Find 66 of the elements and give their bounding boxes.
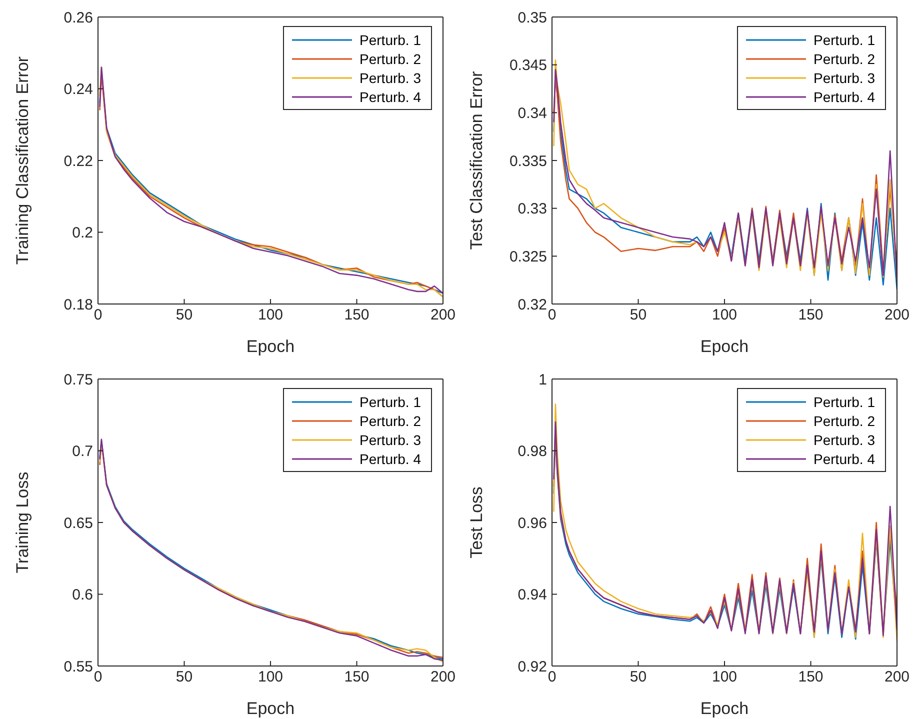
- legend-label: Perturb. 1: [360, 394, 421, 410]
- legend-label: Perturb. 4: [360, 450, 421, 466]
- legend-label: Perturb. 4: [814, 88, 875, 104]
- x-tick-label: 100: [712, 668, 738, 686]
- x-tick-label: 200: [884, 668, 910, 686]
- legend-label: Perturb. 3: [360, 70, 421, 86]
- y-tick-label: 0.345: [509, 57, 547, 74]
- legend-label: Perturb. 4: [814, 450, 875, 466]
- y-tick-label: 0.22: [64, 152, 93, 170]
- y-tick-label: 0.32: [518, 296, 547, 314]
- y-axis-title: Training Loss: [13, 472, 32, 574]
- x-tick-label: 150: [344, 306, 370, 324]
- y-tick-label: 0.75: [64, 371, 93, 388]
- y-tick-label: 0.35: [518, 9, 547, 26]
- x-tick-label: 100: [258, 306, 284, 324]
- legend-label: Perturb. 4: [360, 88, 421, 104]
- x-axis-title: Epoch: [246, 337, 295, 356]
- y-tick-label: 0.33: [518, 200, 547, 218]
- y-tick-label: 0.65: [64, 514, 93, 532]
- y-tick-label: 0.26: [64, 9, 93, 26]
- x-tick-label: 200: [430, 668, 456, 686]
- x-tick-label: 50: [176, 668, 193, 686]
- y-tick-label: 1: [538, 371, 547, 388]
- legend-label: Perturb. 1: [814, 32, 875, 48]
- x-tick-label: 200: [430, 306, 456, 324]
- x-tick-label: 150: [798, 668, 824, 686]
- y-tick-label: 0.96: [518, 514, 547, 532]
- y-tick-label: 0.325: [509, 248, 547, 266]
- y-tick-label: 0.6: [72, 586, 93, 604]
- legend-label: Perturb. 2: [814, 50, 875, 66]
- legend-label: Perturb. 2: [360, 50, 421, 66]
- legend-label: Perturb. 1: [360, 32, 421, 48]
- y-tick-label: 0.34: [518, 104, 547, 122]
- legend-label: Perturb. 3: [814, 432, 875, 448]
- x-tick-label: 0: [548, 306, 556, 324]
- y-tick-label: 0.94: [518, 586, 547, 604]
- y-tick-label: 0.18: [64, 296, 93, 314]
- x-axis-title: Epoch: [700, 699, 749, 718]
- x-tick-label: 0: [94, 306, 102, 324]
- x-tick-label: 150: [798, 306, 824, 324]
- legend-label: Perturb. 2: [360, 412, 421, 428]
- x-axis-title: Epoch: [700, 337, 749, 356]
- x-tick-label: 100: [712, 306, 738, 324]
- y-tick-label: 0.55: [64, 658, 93, 676]
- x-axis-title: Epoch: [246, 699, 295, 718]
- legend-label: Perturb. 3: [360, 432, 421, 448]
- x-tick-label: 50: [630, 668, 647, 686]
- x-tick-label: 0: [94, 668, 102, 686]
- legend-label: Perturb. 2: [814, 412, 875, 428]
- x-tick-label: 50: [176, 306, 193, 324]
- legend-label: Perturb. 3: [814, 70, 875, 86]
- y-tick-label: 0.24: [64, 81, 93, 98]
- x-tick-label: 50: [630, 306, 647, 324]
- y-tick-label: 0.2: [72, 224, 93, 242]
- y-tick-label: 0.92: [518, 658, 547, 676]
- y-tick-label: 0.335: [509, 152, 547, 170]
- x-tick-label: 100: [258, 668, 284, 686]
- y-tick-label: 0.7: [72, 443, 93, 460]
- legend-label: Perturb. 1: [814, 394, 875, 410]
- x-tick-label: 150: [344, 668, 370, 686]
- y-axis-title: Test Loss: [467, 486, 486, 558]
- x-tick-label: 200: [884, 306, 910, 324]
- y-axis-title: Training Classification Error: [13, 56, 32, 265]
- y-axis-title: Test Classification Error: [467, 70, 486, 250]
- y-tick-label: 0.98: [518, 443, 547, 460]
- x-tick-label: 0: [548, 668, 556, 686]
